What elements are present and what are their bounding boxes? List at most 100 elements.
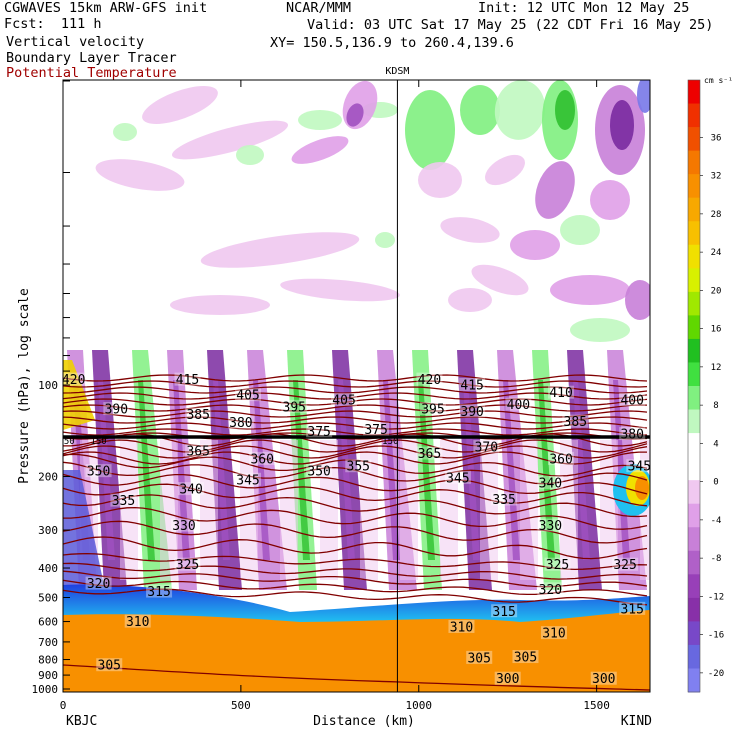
theta-label: 360 (549, 452, 572, 467)
w-patch (171, 120, 289, 160)
theta-label: 360 (250, 452, 273, 467)
colorbar-swatch (688, 338, 700, 363)
w-patch (142, 86, 218, 124)
theta-label: 350 (307, 465, 330, 480)
theta-label-bg (544, 557, 571, 571)
w-shade (280, 440, 298, 580)
w-patch (200, 232, 360, 268)
theta-label: 300 (496, 672, 519, 687)
plot-frame (62, 79, 651, 693)
theta-contour (63, 579, 648, 597)
theta-label: 355 (347, 460, 370, 475)
w-patch (170, 295, 270, 315)
colorbar-swatch (688, 644, 700, 669)
w-patch (590, 180, 630, 220)
colorbar-swatch (688, 574, 700, 599)
colorbar-swatch (688, 80, 700, 105)
w-shade (440, 440, 458, 580)
colorbar-swatch (688, 315, 700, 340)
theta-label: 345 (236, 473, 259, 488)
theta-label-bg (537, 475, 564, 489)
colorbar-tick-label: 0 (713, 478, 718, 488)
theta-label-bg (590, 671, 617, 685)
theta-contour (63, 552, 648, 571)
theta-label: 325 (613, 558, 636, 573)
theta-label: 365 (186, 445, 209, 460)
theta-contour (63, 536, 648, 560)
colorbar-swatch (688, 174, 700, 199)
theta-label-bg (491, 492, 518, 506)
w-patch (95, 159, 185, 191)
valid-time: Valid: 03 UTC Sat 17 May 25 (22 CDT Fri … (307, 17, 714, 33)
theta-label: 340 (539, 476, 562, 491)
cross-section-endpoints: XY= 150.5,136.9 to 260.4,139.6 (270, 35, 514, 51)
w-band-core (138, 380, 155, 560)
theta-contour (63, 570, 648, 588)
theta-label-bg (281, 399, 308, 413)
theta-label-bg (491, 604, 518, 618)
colorbar-swatch (688, 268, 700, 293)
organization: NCAR/MMM (286, 0, 352, 16)
field-boundary-layer-tracer: Boundary Layer Tracer (6, 50, 177, 66)
theta-label: 315 (620, 602, 643, 617)
left-station-label: KBJC (66, 714, 97, 729)
theta-label-bg (626, 459, 650, 473)
theta-label: 330 (539, 519, 562, 534)
tropopause-label: 150 (58, 437, 74, 447)
theta-label: 310 (542, 627, 565, 642)
y-axis-label: Pressure (hPa), log scale (17, 288, 32, 484)
theta-label: 340 (179, 483, 202, 498)
theta-label-bg (505, 397, 532, 411)
chart-title-kdsm: KDSM (385, 66, 409, 77)
theta-label: 300 (592, 672, 615, 687)
colorbar-swatch (688, 456, 700, 481)
w-patch (236, 145, 264, 165)
theta-label: 330 (172, 519, 195, 534)
theta-label: 380 (620, 428, 643, 443)
w-patch (375, 232, 395, 248)
w-shade (320, 440, 338, 580)
theta-label-bg (537, 582, 564, 596)
theta-label: 370 (475, 441, 498, 456)
colorbar-swatch (688, 527, 700, 552)
y-tick-label: 200 (38, 471, 58, 484)
theta-label-bg (96, 658, 123, 672)
theta-label: 410 (549, 386, 572, 401)
w-patch (448, 288, 492, 312)
theta-label: 310 (450, 620, 473, 635)
w-patch (440, 217, 500, 243)
theta-label: 400 (620, 393, 643, 408)
w-shade (200, 440, 218, 580)
colorbar-swatch (688, 668, 700, 693)
theta-label-bg (612, 557, 639, 571)
theta-contour (63, 380, 648, 388)
theta-label: 405 (236, 389, 259, 404)
theta-label: 395 (421, 403, 444, 418)
w-patch (610, 100, 634, 150)
theta-label-bg (548, 385, 575, 399)
theta-label-bg (227, 415, 254, 429)
colorbar-tick-label: 20 (711, 286, 722, 296)
y-tick-label: 800 (38, 654, 58, 667)
theta-label-bg (459, 404, 486, 418)
theta-contour-labels: 420 415 405 405 420 415 410 400 390 395 395 390 400 3… (58, 372, 650, 687)
theta-label-bg (537, 518, 564, 532)
theta-label: 305 (467, 651, 490, 666)
theta-label-bg (85, 576, 112, 590)
w-shade (400, 440, 418, 580)
w-patch (298, 110, 342, 130)
theta-contour (63, 494, 648, 518)
colorbar-tick-label: 16 (711, 325, 722, 335)
bl-tracer-core (63, 610, 650, 692)
x-tick-label: 0 (60, 699, 67, 712)
y-tick-label: 1000 (32, 683, 59, 696)
w-patch (291, 136, 349, 164)
theta-label-bg (416, 372, 443, 386)
theta-label-bg (174, 557, 201, 571)
w-patch (550, 275, 630, 305)
colorbar-swatch (688, 221, 700, 246)
colorbar-swatch (688, 291, 700, 316)
colorbar-tick-label: 32 (711, 172, 722, 182)
theta-contour (63, 422, 648, 430)
